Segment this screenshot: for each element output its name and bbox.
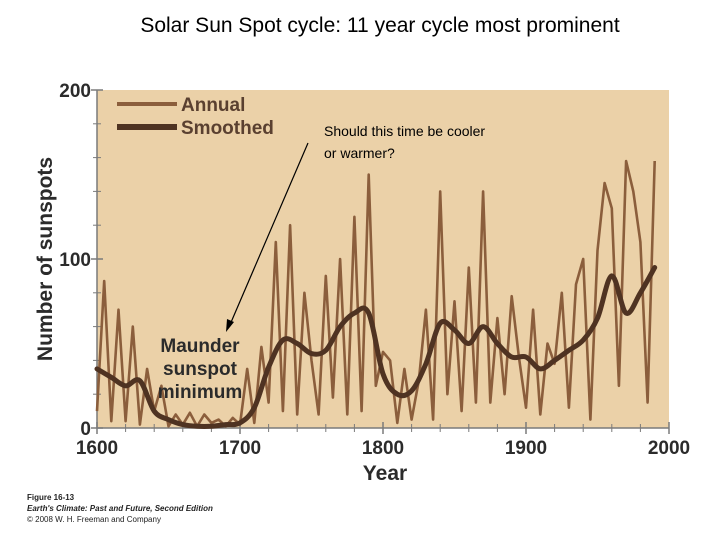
x-tick-label: 2000: [648, 438, 690, 459]
y-axis-title: Number of sunspots: [34, 157, 57, 361]
y-tick-label: 200: [59, 81, 91, 102]
y-tick-label: 100: [59, 250, 91, 271]
series-line-smoothed: [94, 265, 658, 430]
question-label-line-2: or warmer?: [324, 145, 395, 161]
credit-figure-number: Figure 16-13: [27, 493, 75, 502]
maunder-label-line-1: Maunder: [160, 336, 240, 357]
credit-book-title: Earth's Climate: Past and Future, Second…: [27, 504, 213, 513]
x-tick-label: 1800: [362, 438, 404, 459]
x-tick-label: 1600: [76, 438, 118, 459]
annotation-arrowhead: [226, 319, 234, 332]
figure-credit: Figure 16-13 Earth's Climate: Past and F…: [27, 492, 213, 525]
maunder-label-line-3: minimum: [158, 382, 242, 403]
x-axis-title: Year: [363, 462, 407, 485]
series-layer: [94, 159, 658, 430]
series-line-annual: [95, 159, 656, 428]
legend-label-smoothed: Smoothed: [181, 118, 274, 139]
maunder-label-line-2: sunspot: [163, 359, 238, 380]
annotations: Maunder sunspot minimum Should this time…: [158, 123, 486, 403]
credit-copyright: © 2008 W. H. Freeman and Company: [27, 515, 161, 524]
annotation-arrow: [228, 142, 309, 328]
question-label-line-1: Should this time be cooler: [324, 123, 485, 139]
x-tick-label: 1700: [219, 438, 261, 459]
x-tick-label: 1900: [505, 438, 547, 459]
slide-title: Solar Sun Spot cycle: 11 year cycle most…: [140, 14, 620, 37]
legend: Annual Smoothed: [117, 95, 274, 139]
legend-label-annual: Annual: [181, 95, 245, 116]
y-tick-label: 0: [80, 419, 91, 440]
